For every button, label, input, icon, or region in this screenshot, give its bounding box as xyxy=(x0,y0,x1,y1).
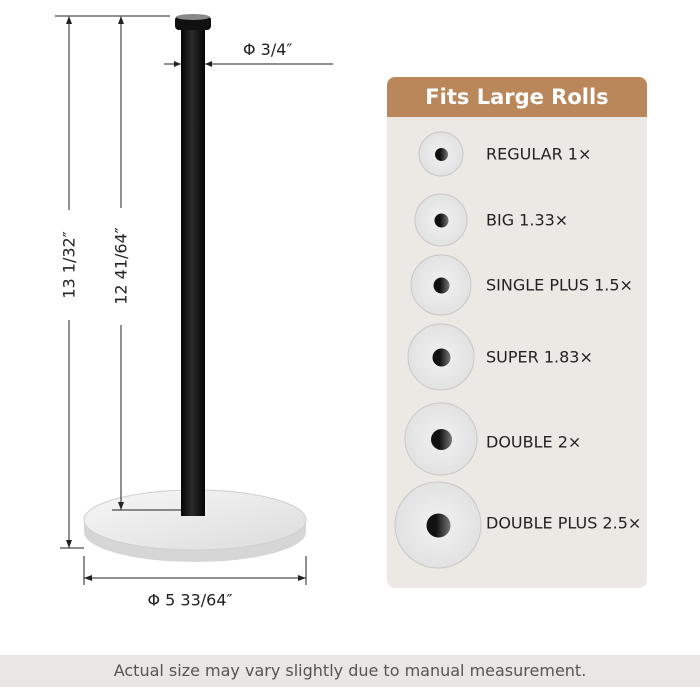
pole xyxy=(181,26,205,516)
roll-icon xyxy=(414,193,468,247)
dimension-lines xyxy=(55,15,333,585)
roll-label: REGULAR 1× xyxy=(486,144,592,164)
panel-title: Fits Large Rolls xyxy=(387,77,647,117)
disclaimer-caption: Actual size may vary slightly due to man… xyxy=(0,655,700,687)
roll-label: DOUBLE 2× xyxy=(486,432,582,452)
paper-towel-holder-drawing xyxy=(55,14,333,585)
pole-diameter-label: Φ 3/4″ xyxy=(243,40,293,59)
roll-icon xyxy=(410,254,472,316)
roll-icon xyxy=(418,131,464,177)
roll-label: SINGLE PLUS 1.5× xyxy=(486,275,633,295)
roll-label: BIG 1.33× xyxy=(486,210,569,230)
marble-base xyxy=(83,489,307,562)
roll-label: DOUBLE PLUS 2.5× xyxy=(486,513,642,533)
base-diameter-label: Φ 5 33/64″ xyxy=(147,590,233,610)
pole-height-label: 12 41/64″ xyxy=(111,227,131,305)
roll-label: SUPER 1.83× xyxy=(486,347,593,367)
total-height-label: 13 1/32″ xyxy=(59,231,79,299)
roll-size-panel: Fits Large Rolls REGULAR 1× BIG 1.33× SI… xyxy=(387,77,647,588)
roll-icon xyxy=(407,323,475,391)
roll-icon xyxy=(394,481,482,569)
roll-icon xyxy=(404,402,478,476)
